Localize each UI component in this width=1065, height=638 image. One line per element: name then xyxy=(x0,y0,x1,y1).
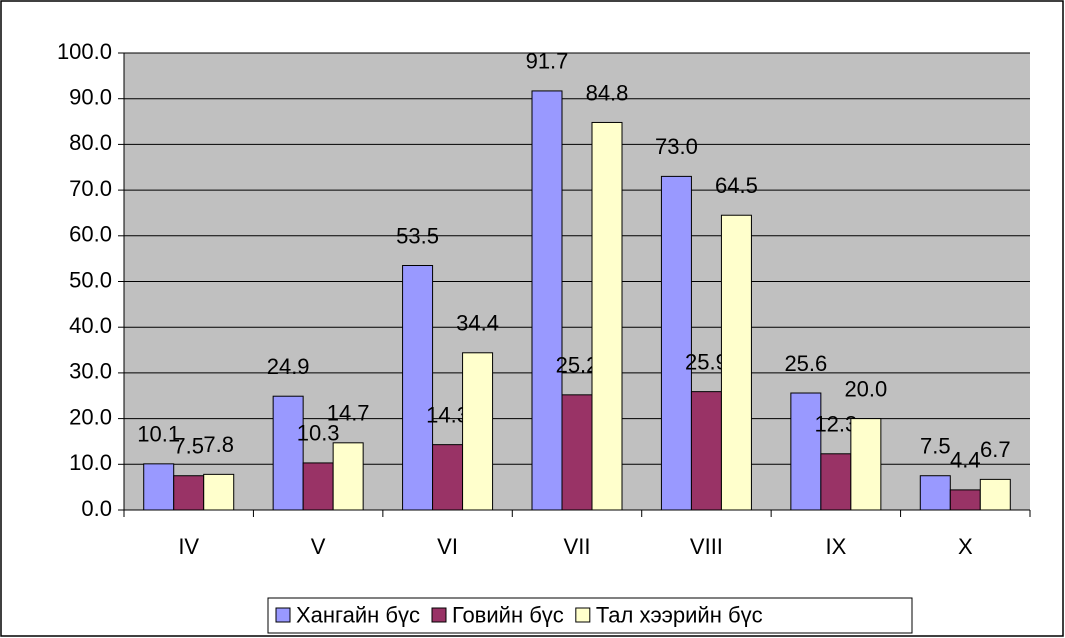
value-label: 73.0 xyxy=(655,134,698,159)
y-tick-label: 0.0 xyxy=(81,496,112,521)
value-label: 6.7 xyxy=(980,437,1011,462)
bar xyxy=(919,475,951,511)
y-tick-label: 30.0 xyxy=(69,359,112,384)
x-tick-label: X xyxy=(958,534,973,559)
value-label: 91.7 xyxy=(526,49,569,74)
y-tick-label: 80.0 xyxy=(69,130,112,155)
bar xyxy=(272,395,304,511)
x-tick-label: VIII xyxy=(690,534,723,559)
y-tick-label: 70.0 xyxy=(69,176,112,201)
legend-label: Говийн бүс xyxy=(452,602,564,627)
value-label: 53.5 xyxy=(396,223,439,248)
y-tick-label: 20.0 xyxy=(69,404,112,429)
bar xyxy=(660,175,692,511)
bar xyxy=(690,391,722,511)
bar xyxy=(432,444,464,511)
y-tick-label: 100.0 xyxy=(57,39,112,64)
x-tick-label: VI xyxy=(437,534,458,559)
bar xyxy=(531,90,563,511)
bar xyxy=(462,352,494,511)
value-label: 64.5 xyxy=(715,173,758,198)
value-label: 25.9 xyxy=(685,349,728,374)
bar xyxy=(402,265,434,511)
y-tick-label: 10.0 xyxy=(69,450,112,475)
x-tick-label: VII xyxy=(564,534,591,559)
value-label: 10.1 xyxy=(137,422,180,447)
legend-swatch xyxy=(575,607,591,623)
value-label: 7.8 xyxy=(203,432,234,457)
bar xyxy=(143,463,175,511)
legend-label: Тал хээрийн бүс xyxy=(596,602,763,627)
y-tick-label: 90.0 xyxy=(69,85,112,110)
value-label: 12.3 xyxy=(814,412,857,437)
y-tick-label: 50.0 xyxy=(69,267,112,292)
bar xyxy=(850,418,882,511)
x-tick-label: IX xyxy=(825,534,846,559)
bar xyxy=(979,478,1011,511)
value-label: 20.0 xyxy=(844,376,887,401)
value-label: 4.4 xyxy=(950,448,981,473)
bar xyxy=(720,214,752,511)
value-label: 10.3 xyxy=(297,421,340,446)
bar xyxy=(820,453,852,511)
x-tick-label: IV xyxy=(178,534,199,559)
bar xyxy=(332,442,364,511)
bar xyxy=(591,121,623,511)
value-label: 25.6 xyxy=(784,351,827,376)
value-label: 25.2 xyxy=(556,353,599,378)
y-tick-label: 60.0 xyxy=(69,222,112,247)
bar xyxy=(949,489,981,511)
value-label: 7.5 xyxy=(920,434,951,459)
bar xyxy=(790,392,822,511)
x-tick-label: V xyxy=(311,534,326,559)
bar xyxy=(203,473,235,511)
y-tick-label: 40.0 xyxy=(69,313,112,338)
value-label: 84.8 xyxy=(586,80,629,105)
bar xyxy=(561,394,593,511)
bar xyxy=(173,475,205,511)
legend-label: Хангайн бүс xyxy=(296,602,420,627)
value-label: 34.4 xyxy=(456,311,499,336)
legend-swatch xyxy=(431,607,447,623)
value-label: 24.9 xyxy=(267,354,310,379)
value-label: 14.3 xyxy=(426,402,469,427)
legend-swatch xyxy=(275,607,291,623)
bar xyxy=(302,462,334,511)
value-label: 7.5 xyxy=(173,434,204,459)
value-label: 14.7 xyxy=(327,401,370,426)
